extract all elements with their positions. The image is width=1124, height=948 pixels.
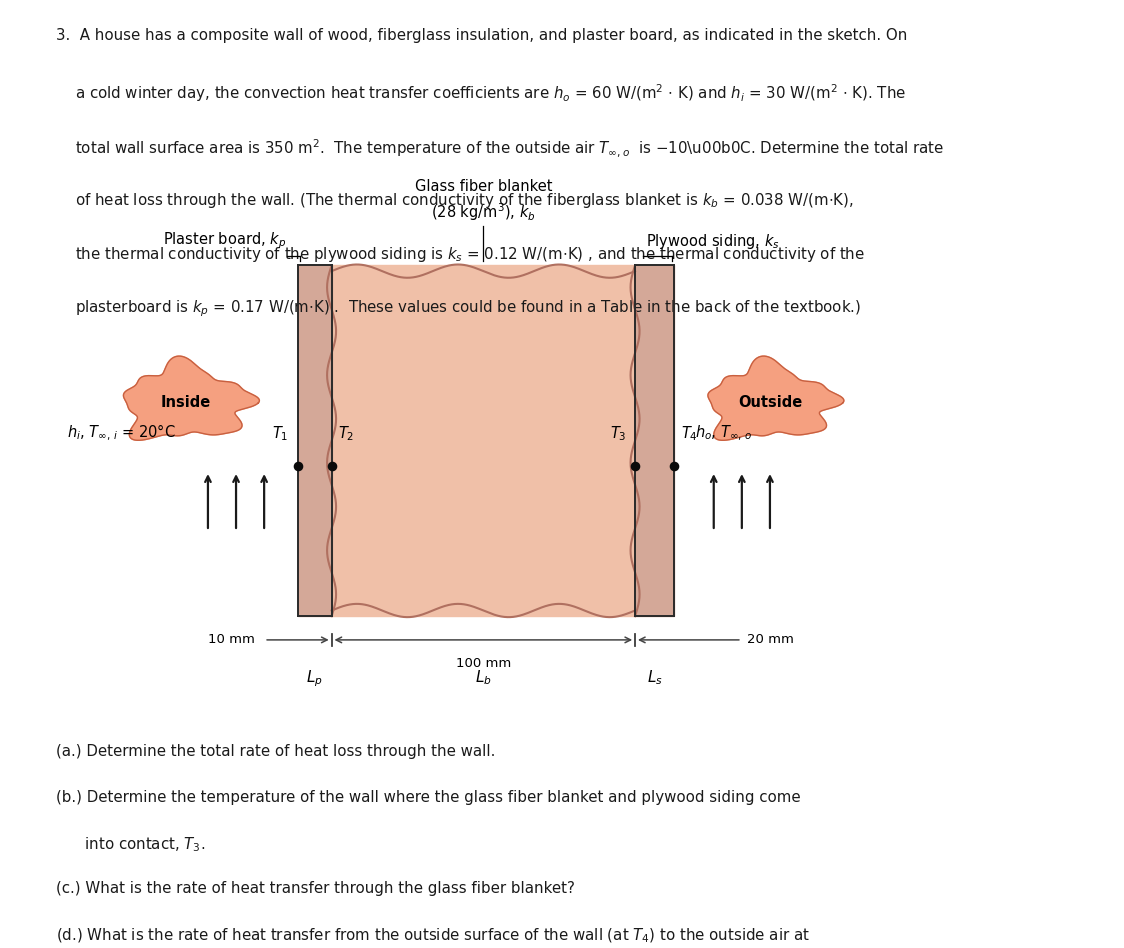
Point [289, 459, 307, 474]
Text: $T_4$: $T_4$ [681, 424, 698, 443]
Text: $T_3$: $T_3$ [609, 424, 626, 443]
Text: Outside: Outside [737, 395, 803, 410]
Text: into contact, $T_3$.: into contact, $T_3$. [56, 835, 206, 854]
Bar [635, 265, 674, 616]
Point [323, 459, 341, 474]
Text: (c.) What is the rate of heat transfer through the glass fiber blanket?: (c.) What is the rate of heat transfer t… [56, 881, 575, 896]
Text: (28 kg/m$^3$), $k_b$: (28 kg/m$^3$), $k_b$ [432, 201, 535, 223]
Text: $L_b$: $L_b$ [475, 668, 491, 687]
Text: $h_o$, $T_{\infty,\, o}$: $h_o$, $T_{\infty,\, o}$ [695, 424, 752, 443]
Polygon shape [124, 356, 260, 440]
Text: Plywood siding, $k_s$: Plywood siding, $k_s$ [646, 232, 780, 251]
Text: (a.) Determine the total rate of heat loss through the wall.: (a.) Determine the total rate of heat lo… [56, 744, 496, 759]
Text: of heat loss through the wall. (The thermal conductivity of the fiberglass blank: of heat loss through the wall. (The ther… [56, 191, 854, 210]
Point [626, 459, 644, 474]
Bar [332, 265, 635, 616]
Text: $T_2$: $T_2$ [338, 424, 355, 443]
Text: (b.) Determine the temperature of the wall where the glass fiber blanket and ply: (b.) Determine the temperature of the wa… [56, 790, 800, 805]
Text: Glass fiber blanket: Glass fiber blanket [415, 179, 552, 194]
Text: $L_s$: $L_s$ [646, 668, 663, 687]
Text: plasterboard is $k_p$ = 0.17 W/(m$\cdot$K) .  These values could be found in a T: plasterboard is $k_p$ = 0.17 W/(m$\cdot$… [56, 299, 861, 319]
Text: 100 mm: 100 mm [455, 657, 511, 670]
Text: total wall surface area is 350 m$^2$.  The temperature of the outside air $T_{\i: total wall surface area is 350 m$^2$. Th… [56, 137, 944, 158]
Text: the thermal conductivity of the plywood siding is $k_s$ = 0.12 W/(m$\cdot$K) , a: the thermal conductivity of the plywood … [56, 245, 865, 264]
Text: 20 mm: 20 mm [747, 633, 795, 647]
Text: Plaster board, $k_p$: Plaster board, $k_p$ [163, 230, 287, 251]
Text: $h_i$, $T_{\infty,\, i}$ = 20°C: $h_i$, $T_{\infty,\, i}$ = 20°C [67, 423, 176, 443]
Text: $L_p$: $L_p$ [307, 668, 323, 689]
Text: 3.  A house has a composite wall of wood, fiberglass insulation, and plaster boa: 3. A house has a composite wall of wood,… [56, 28, 907, 44]
Point [665, 459, 683, 474]
Polygon shape [708, 356, 844, 440]
Text: a cold winter day, the convection heat transfer coefficients are $h_o$ = 60 W/(m: a cold winter day, the convection heat t… [56, 82, 906, 104]
Text: (d.) What is the rate of heat transfer from the outside surface of the wall (at : (d.) What is the rate of heat transfer f… [56, 926, 810, 944]
Bar [298, 265, 332, 616]
Text: $T_1$: $T_1$ [272, 424, 289, 443]
Text: 10 mm: 10 mm [208, 633, 255, 647]
Text: Inside: Inside [161, 395, 210, 410]
